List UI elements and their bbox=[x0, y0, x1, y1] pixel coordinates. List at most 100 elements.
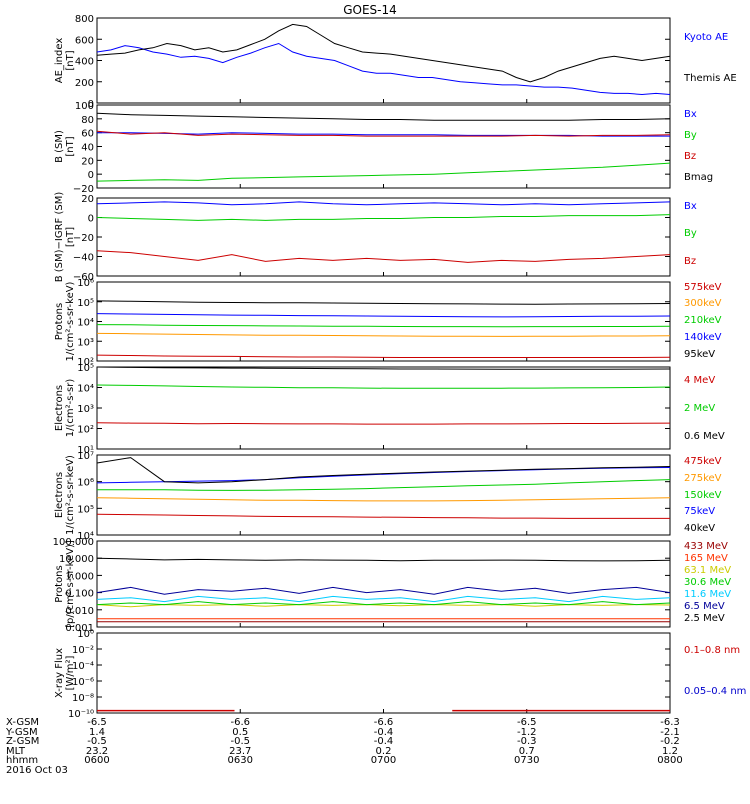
chart-title: GOES-14 bbox=[343, 3, 397, 17]
panel-1: 800 600 400 200 0 AE_index[nT] Kyoto AE Themis … bbox=[54, 14, 737, 110]
ephemeris-value: -6.5 bbox=[87, 717, 107, 728]
legend-entry: By bbox=[684, 130, 697, 141]
panel-3: 20 0 −20 −40 −60B (SM)−IGRF (SM)[nT] Bx By Bz bbox=[54, 192, 697, 283]
y-axis-label-line: B (SM) bbox=[54, 130, 65, 163]
ephemeris-value: 0.7 bbox=[519, 746, 535, 757]
ephemeris-value: 0800 bbox=[657, 755, 682, 766]
legend-entry: 0.1–0.8 nm bbox=[684, 645, 740, 656]
legend-entry: 0.6 MeV bbox=[684, 431, 725, 442]
y-axis-label-line: Electrons bbox=[54, 385, 65, 431]
y-tick-label: 10⁶ bbox=[77, 478, 94, 489]
series-line bbox=[96, 250, 671, 263]
ephemeris-label: hhmm bbox=[6, 755, 38, 766]
series-line bbox=[96, 162, 671, 182]
legend-entry: 2 MeV bbox=[684, 403, 715, 414]
y-tick-label: 10⁻⁶ bbox=[72, 677, 94, 688]
y-tick-label: 100.000 bbox=[53, 537, 94, 548]
y-axis-label: Protons[p/(cm²-s-sr-keV)] bbox=[54, 540, 76, 628]
legend-entry: Themis AE bbox=[683, 73, 737, 84]
y-tick-label: −20 bbox=[73, 233, 94, 244]
y-tick-label: 10⁵ bbox=[77, 504, 94, 515]
ephemeris-value: -6.5 bbox=[517, 717, 537, 728]
ephemeris-value: 23.7 bbox=[229, 746, 251, 757]
legend-entry: 30.6 MeV bbox=[684, 577, 731, 588]
legend-entry: Bmag bbox=[684, 172, 713, 183]
legend-entry: 95keV bbox=[684, 349, 715, 360]
y-tick-label: −40 bbox=[73, 253, 94, 264]
series-line bbox=[96, 384, 671, 389]
y-axis-label: Protons1/(cm²-s-sr-keV) bbox=[54, 281, 76, 361]
y-tick-label: 10³ bbox=[77, 404, 94, 415]
y-tick-label: 10⁻¹⁰ bbox=[68, 709, 94, 720]
y-tick-label: 10⁻⁸ bbox=[72, 693, 94, 704]
legend-entry: By bbox=[684, 228, 697, 239]
series-line bbox=[96, 201, 671, 206]
y-tick-label: 10² bbox=[77, 425, 94, 436]
series-line bbox=[96, 214, 671, 221]
y-tick-label: 1.000 bbox=[65, 571, 94, 582]
legend-entry: Bx bbox=[684, 201, 697, 212]
legend-entry: Bz bbox=[684, 151, 696, 162]
y-tick-label: 400 bbox=[75, 57, 94, 68]
ephemeris-value: -0.5 bbox=[87, 736, 107, 747]
ephemeris-value: -0.4 bbox=[374, 736, 394, 747]
legend-entry: 0.05–0.4 nm bbox=[684, 686, 746, 697]
series-line bbox=[96, 595, 671, 603]
ephemeris-value: -6.6 bbox=[374, 717, 394, 728]
legend-entry: 11.6 MeV bbox=[684, 589, 731, 600]
y-tick-label: −20 bbox=[73, 184, 94, 195]
y-tick-label: 10.000 bbox=[59, 554, 94, 565]
ephemeris-value: -0.3 bbox=[517, 736, 537, 747]
y-tick-label: 10¹ bbox=[77, 445, 94, 456]
ephemeris-value: -0.5 bbox=[230, 736, 250, 747]
y-tick-label: 20 bbox=[81, 156, 94, 167]
y-tick-label: 0.100 bbox=[65, 589, 94, 600]
series-line bbox=[96, 497, 671, 502]
series-line bbox=[96, 513, 670, 519]
y-axis-label-line: Electrons bbox=[54, 472, 65, 518]
series-line bbox=[96, 601, 671, 606]
series-line bbox=[96, 457, 671, 484]
legend-entry: Kyoto AE bbox=[684, 32, 728, 43]
y-tick-label: 10⁴ bbox=[77, 318, 94, 329]
y-tick-label: 0 bbox=[88, 170, 94, 181]
ephemeris-value: 1.4 bbox=[89, 727, 105, 738]
y-axis-label-line: AE_index bbox=[54, 38, 65, 84]
y-axis-label-line: Protons bbox=[54, 303, 65, 340]
y-axis-label: Electrons1/(cm²-s-sr-keV) bbox=[54, 455, 76, 535]
y-axis-label: B (SM)−IGRF (SM)[nT] bbox=[54, 192, 76, 283]
panel-2: 100 80 60 40 20 0 −20 B (SM)[nT] Bx By Bz Bmag bbox=[54, 101, 713, 195]
y-axis-label: AE_index[nT] bbox=[54, 38, 76, 84]
legend-entry: 433 MeV bbox=[684, 541, 728, 552]
y-tick-label: 10⁰ bbox=[77, 629, 94, 640]
series-line bbox=[96, 300, 671, 305]
legend-entry: 2.5 MeV bbox=[684, 613, 725, 624]
y-tick-label: 200 bbox=[75, 78, 94, 89]
y-axis-label: B (SM)[nT] bbox=[54, 130, 76, 163]
series-line bbox=[96, 366, 671, 370]
y-tick-label: 0.010 bbox=[65, 606, 94, 617]
legend-entry: Bz bbox=[684, 256, 696, 267]
series-line bbox=[96, 112, 671, 121]
y-axis-label-line: [nT] bbox=[65, 136, 76, 156]
series-line bbox=[96, 557, 671, 562]
ephemeris-date: 2016 Oct 03 bbox=[6, 765, 68, 776]
ephemeris-value: 23.2 bbox=[86, 746, 108, 757]
ephemeris-table: X-GSM -6.5 -6.6 -6.6 -6.5 -6.3 Y-GSM 1.4 0.5 -0.4… bbox=[5, 717, 683, 776]
ephemeris-value: 0.5 bbox=[232, 727, 248, 738]
legend-entry: 165 MeV bbox=[684, 553, 728, 564]
y-tick-label: 0.001 bbox=[65, 623, 94, 634]
y-tick-label: −60 bbox=[73, 272, 94, 283]
y-axis-label-line: [p/(cm²-s-sr-keV)] bbox=[65, 540, 76, 628]
ephemeris-value: -1.2 bbox=[517, 727, 537, 738]
y-tick-label: 60 bbox=[81, 129, 94, 140]
legend-entry: 63.1 MeV bbox=[684, 565, 731, 576]
y-tick-label: 20 bbox=[81, 194, 94, 205]
y-tick-label: 0 bbox=[88, 214, 94, 225]
series-line bbox=[97, 479, 671, 491]
